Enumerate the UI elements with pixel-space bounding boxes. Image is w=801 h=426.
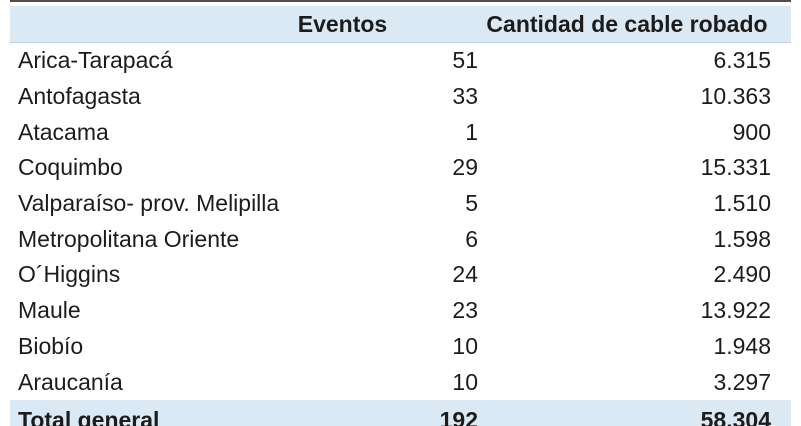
cable-theft-table: Eventos Cantidad de cable robado Arica-T… (10, 6, 791, 426)
table-top-border (10, 0, 791, 2)
cantidad-cell: 1.598 (713, 225, 771, 252)
cantidad-cell: 13.922 (700, 297, 771, 324)
table-row: Atacama 1 900 (10, 114, 791, 150)
cantidad-cell: 15.331 (700, 154, 771, 181)
region-cell: O´Higgins (18, 261, 121, 288)
total-cantidad-cell: 58.304 (482, 399, 791, 426)
eventos-cell: 33 (452, 83, 478, 110)
table-row: Maule 23 13.922 (10, 293, 791, 329)
total-label-cell: Total general (10, 399, 206, 426)
table-total-row: Total general 192 58.304 (10, 399, 791, 426)
eventos-cell: 51 (452, 47, 478, 74)
region-cell: Maule (18, 297, 81, 324)
eventos-cell: 5 (465, 190, 478, 217)
eventos-cell: 23 (452, 297, 478, 324)
table-row: Coquimbo 29 15.331 (10, 150, 791, 186)
cantidad-cell: 900 (732, 118, 771, 145)
eventos-cell: 10 (452, 332, 478, 359)
eventos-cell: 1 (465, 118, 478, 145)
cantidad-cell: 10.363 (700, 83, 771, 110)
table-row: Metropolitana Oriente 6 1.598 (10, 221, 791, 257)
table-row: Valparaíso- prov. Melipilla 5 1.510 (10, 186, 791, 222)
eventos-cell: 29 (452, 154, 478, 181)
total-eventos-cell: 192 (206, 399, 482, 426)
table-header-row: Eventos Cantidad de cable robado (10, 6, 791, 43)
cantidad-cell: 3.297 (713, 368, 771, 395)
header-eventos: Eventos (206, 6, 482, 43)
eventos-cell: 24 (452, 261, 478, 288)
cantidad-cell: 2.490 (713, 261, 771, 288)
region-cell: Atacama (18, 118, 109, 145)
region-cell: Arica-Tarapacá (18, 47, 173, 74)
table-row: Arica-Tarapacá 51 6.315 (10, 43, 791, 79)
region-cell: Biobío (18, 332, 84, 359)
header-cantidad: Cantidad de cable robado (482, 6, 791, 43)
cable-theft-table-wrap: Eventos Cantidad de cable robado Arica-T… (10, 0, 791, 426)
cantidad-cell: 1.948 (713, 332, 771, 359)
table-row: Biobío 10 1.948 (10, 329, 791, 365)
table-row: Antofagasta 33 10.363 (10, 79, 791, 115)
region-cell: Antofagasta (18, 83, 141, 110)
table-body: Arica-Tarapacá 51 6.315 Antofagasta 33 1… (10, 43, 791, 400)
eventos-cell: 10 (452, 368, 478, 395)
cantidad-cell: 1.510 (713, 190, 771, 217)
region-cell: Coquimbo (18, 154, 123, 181)
table-row: O´Higgins 24 2.490 (10, 257, 791, 293)
cantidad-cell: 6.315 (713, 47, 771, 74)
region-cell: Metropolitana Oriente (18, 225, 240, 252)
region-cell: Araucanía (18, 368, 123, 395)
eventos-cell: 6 (465, 225, 478, 252)
region-cell: Valparaíso- prov. Melipilla (18, 190, 280, 217)
header-region (10, 6, 206, 43)
table-row: Araucanía 10 3.297 (10, 364, 791, 400)
